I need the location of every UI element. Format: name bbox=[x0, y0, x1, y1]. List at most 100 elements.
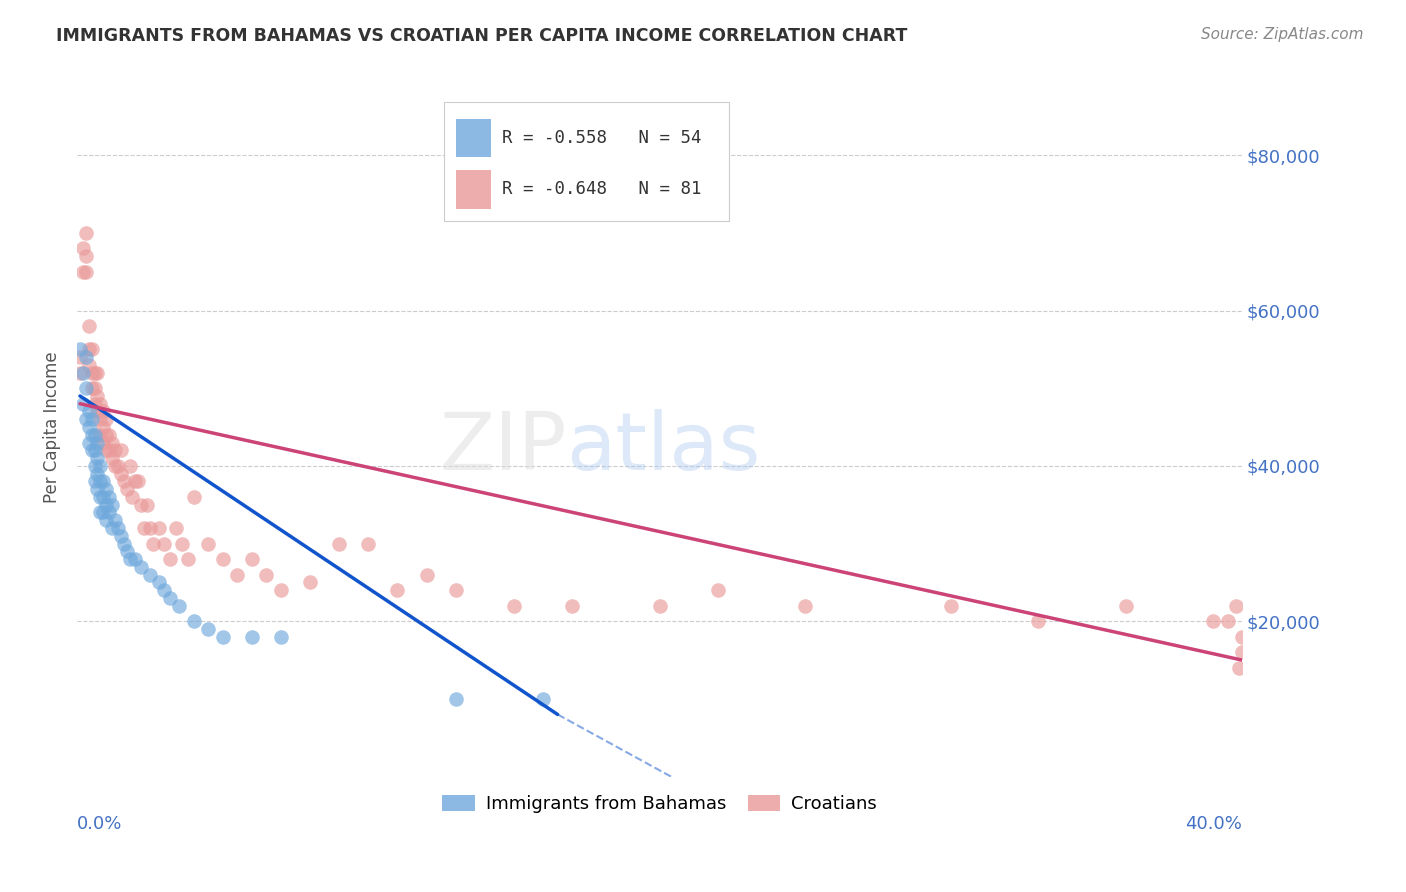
Point bbox=[170, 536, 193, 550]
Point bbox=[153, 583, 176, 598]
Point bbox=[270, 583, 292, 598]
Point bbox=[75, 226, 97, 240]
Point bbox=[101, 521, 124, 535]
Point bbox=[112, 475, 135, 489]
Point bbox=[177, 552, 200, 566]
Point bbox=[72, 265, 94, 279]
Point bbox=[77, 358, 100, 372]
Y-axis label: Per Capita Income: Per Capita Income bbox=[44, 351, 60, 503]
Point bbox=[1115, 599, 1137, 613]
Point bbox=[72, 397, 94, 411]
Point bbox=[139, 567, 162, 582]
Point bbox=[104, 443, 127, 458]
Point bbox=[69, 350, 91, 364]
Point bbox=[80, 443, 103, 458]
Point bbox=[96, 498, 118, 512]
Point bbox=[1202, 614, 1225, 628]
Point bbox=[83, 397, 105, 411]
Legend: Immigrants from Bahamas, Croatians: Immigrants from Bahamas, Croatians bbox=[434, 788, 884, 820]
Point bbox=[415, 567, 437, 582]
Point bbox=[183, 614, 205, 628]
Point bbox=[83, 381, 105, 395]
Point bbox=[89, 412, 111, 426]
Point bbox=[86, 482, 108, 496]
Point bbox=[110, 443, 132, 458]
Point bbox=[69, 366, 91, 380]
Point bbox=[77, 343, 100, 357]
Point bbox=[124, 552, 146, 566]
Point bbox=[139, 521, 162, 535]
Point bbox=[77, 435, 100, 450]
Point bbox=[75, 249, 97, 263]
Point bbox=[357, 536, 380, 550]
Point bbox=[110, 529, 132, 543]
Point bbox=[72, 366, 94, 380]
Point bbox=[69, 343, 91, 357]
Point bbox=[75, 412, 97, 426]
Point bbox=[197, 536, 219, 550]
Point bbox=[101, 451, 124, 466]
Point bbox=[83, 366, 105, 380]
Point bbox=[648, 599, 671, 613]
Point bbox=[794, 599, 817, 613]
Point bbox=[96, 412, 118, 426]
Point bbox=[110, 467, 132, 481]
Point bbox=[89, 397, 111, 411]
Point bbox=[240, 552, 263, 566]
Point bbox=[91, 490, 114, 504]
Point bbox=[91, 475, 114, 489]
Point bbox=[86, 467, 108, 481]
Point bbox=[89, 506, 111, 520]
Point bbox=[159, 552, 181, 566]
Point bbox=[98, 506, 121, 520]
Point bbox=[503, 599, 526, 613]
FancyBboxPatch shape bbox=[444, 102, 730, 221]
Point bbox=[104, 513, 127, 527]
Point bbox=[75, 350, 97, 364]
Point bbox=[270, 630, 292, 644]
Point bbox=[96, 427, 118, 442]
Point bbox=[89, 490, 111, 504]
Point bbox=[132, 521, 155, 535]
Point bbox=[148, 575, 170, 590]
Point bbox=[129, 498, 152, 512]
Point bbox=[121, 490, 143, 504]
Point bbox=[86, 435, 108, 450]
Point bbox=[83, 443, 105, 458]
Point bbox=[98, 490, 121, 504]
Point bbox=[197, 622, 219, 636]
Point bbox=[226, 567, 249, 582]
Point bbox=[183, 490, 205, 504]
Point bbox=[98, 443, 121, 458]
Point bbox=[75, 265, 97, 279]
Point bbox=[80, 343, 103, 357]
Point bbox=[86, 366, 108, 380]
Point bbox=[211, 552, 233, 566]
Point bbox=[101, 435, 124, 450]
Point bbox=[77, 319, 100, 334]
Point bbox=[83, 475, 105, 489]
Text: atlas: atlas bbox=[567, 409, 761, 487]
Point bbox=[444, 583, 467, 598]
Point bbox=[129, 560, 152, 574]
Point bbox=[101, 498, 124, 512]
Point bbox=[167, 599, 190, 613]
Point bbox=[444, 692, 467, 706]
Point bbox=[118, 552, 141, 566]
Point bbox=[98, 427, 121, 442]
Point bbox=[1216, 614, 1239, 628]
Point bbox=[299, 575, 322, 590]
Point bbox=[1227, 661, 1250, 675]
Text: R = -0.558   N = 54: R = -0.558 N = 54 bbox=[502, 129, 702, 147]
Text: R = -0.648   N = 81: R = -0.648 N = 81 bbox=[502, 180, 702, 198]
Point bbox=[127, 475, 149, 489]
Point bbox=[96, 443, 118, 458]
Point bbox=[387, 583, 409, 598]
Point bbox=[89, 475, 111, 489]
Point bbox=[707, 583, 730, 598]
Point bbox=[107, 521, 129, 535]
Point bbox=[89, 458, 111, 473]
Text: IMMIGRANTS FROM BAHAMAS VS CROATIAN PER CAPITA INCOME CORRELATION CHART: IMMIGRANTS FROM BAHAMAS VS CROATIAN PER … bbox=[56, 27, 908, 45]
Point bbox=[211, 630, 233, 644]
Point bbox=[240, 630, 263, 644]
